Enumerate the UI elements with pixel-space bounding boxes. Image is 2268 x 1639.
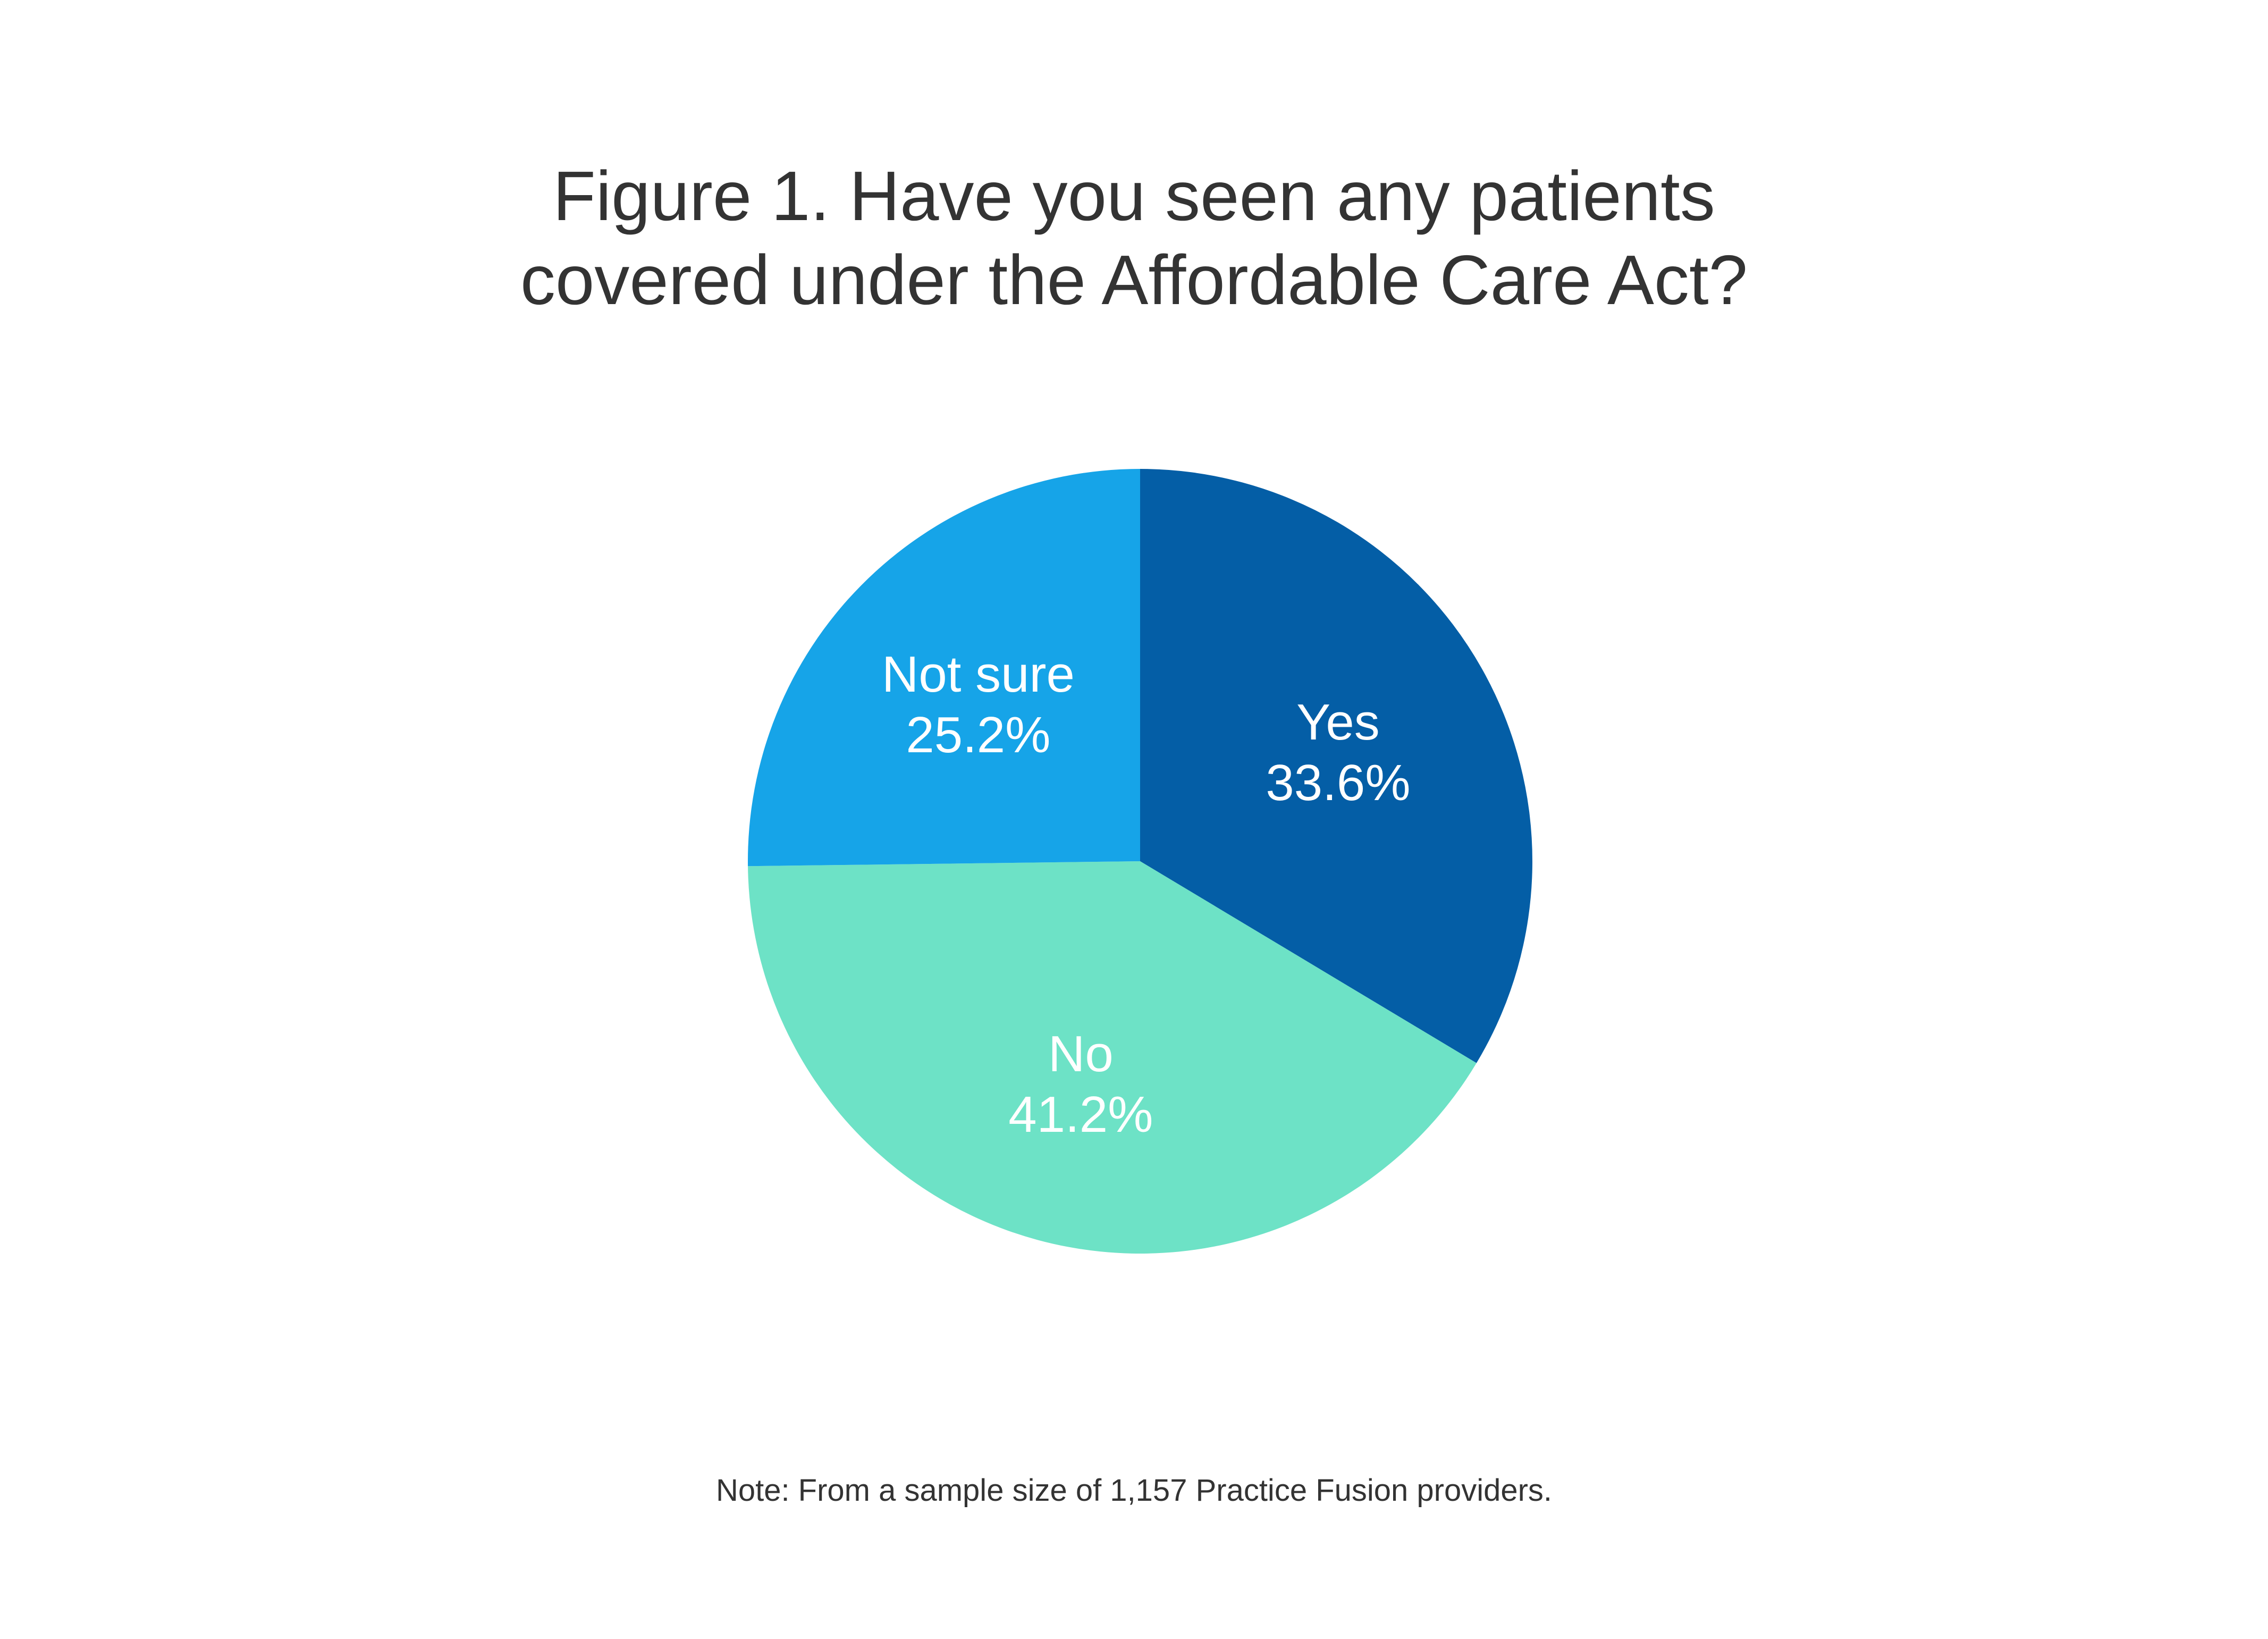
chart-title-line-1: Figure 1. Have you seen any patients xyxy=(553,157,1715,235)
pie-slice-not-sure xyxy=(748,469,1140,867)
pie-slice-yes xyxy=(1140,469,1532,1063)
slice-label-not-sure: Not sure xyxy=(882,646,1075,703)
slice-value-not-sure: 25.2% xyxy=(906,707,1050,763)
slice-label-no: No xyxy=(1048,1026,1114,1082)
slice-label-yes: Yes xyxy=(1296,694,1380,751)
pie-slice-no xyxy=(748,861,1477,1254)
chart-note: Note: From a sample size of 1,157 Practi… xyxy=(715,1473,1553,1508)
chart-title: Figure 1. Have you seen any patients cov… xyxy=(0,154,2268,322)
slice-value-no: 41.2% xyxy=(1008,1086,1153,1143)
chart-title-line-2: covered under the Affordable Care Act? xyxy=(520,241,1748,319)
slice-value-yes: 33.6% xyxy=(1266,754,1410,811)
